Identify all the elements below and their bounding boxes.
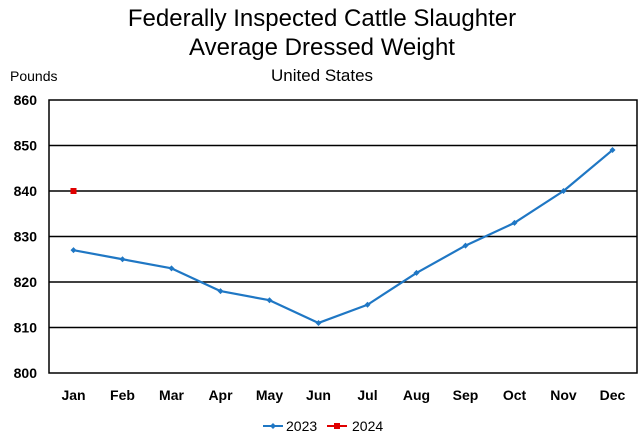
y-tick-label: 820 [14,274,38,290]
x-tick-label: Mar [159,387,184,403]
y-axis-label: Pounds [10,68,57,84]
x-tick-label: Jun [306,387,331,403]
legend-marker-2024 [334,423,340,429]
data-point-2023 [413,269,420,276]
data-point-2023 [462,242,469,249]
y-tick-label: 840 [14,183,38,199]
x-tick-label: Jul [357,387,377,403]
legend: 2023 2024 [263,418,383,434]
y-tick-label: 810 [14,320,38,336]
chart-title-line-2: Average Dressed Weight [189,34,455,61]
x-tick-label: Nov [550,387,577,403]
x-tick-label: Oct [503,387,527,403]
data-point-2023 [315,319,322,326]
y-tick-label: 860 [14,92,38,108]
data-point-2023 [217,288,224,295]
x-tick-label: Apr [208,387,233,403]
data-point-2023 [70,247,77,254]
y-tick-label: 850 [14,138,38,154]
plot-area-border [48,99,638,374]
data-point-2024 [70,188,77,194]
chart-title-line-1: Federally Inspected Cattle Slaughter [128,5,516,32]
series-line-2023 [73,149,614,325]
x-tick-label: Feb [110,387,135,403]
data-point-2023 [266,297,273,304]
x-tick-label: Dec [600,387,626,403]
x-tick-label: Aug [403,387,430,403]
legend-marker-2023 [270,423,276,429]
y-tick-label: 830 [14,229,38,245]
series-group [70,147,616,326]
legend-label-2024: 2024 [352,418,383,434]
y-tick-labels: 800 810 820 830 840 850 860 [14,92,38,381]
data-point-2023 [364,301,371,308]
x-tick-label: Jan [61,387,85,403]
x-tick-label: May [256,387,283,403]
x-tick-labels: Jan Feb Mar Apr May Jun Jul Aug Sep Oct Nov Dec [61,387,625,403]
data-point-2023 [119,256,126,263]
x-tick-label: Sep [453,387,479,403]
gridlines [49,144,637,329]
data-point-2023 [168,265,175,272]
legend-label-2023: 2023 [286,418,317,434]
chart-subtitle: United States [271,66,373,85]
data-point-2023 [609,147,616,154]
data-point-2023 [511,219,518,226]
y-tick-label: 800 [14,365,38,381]
data-point-2023 [560,188,567,194]
